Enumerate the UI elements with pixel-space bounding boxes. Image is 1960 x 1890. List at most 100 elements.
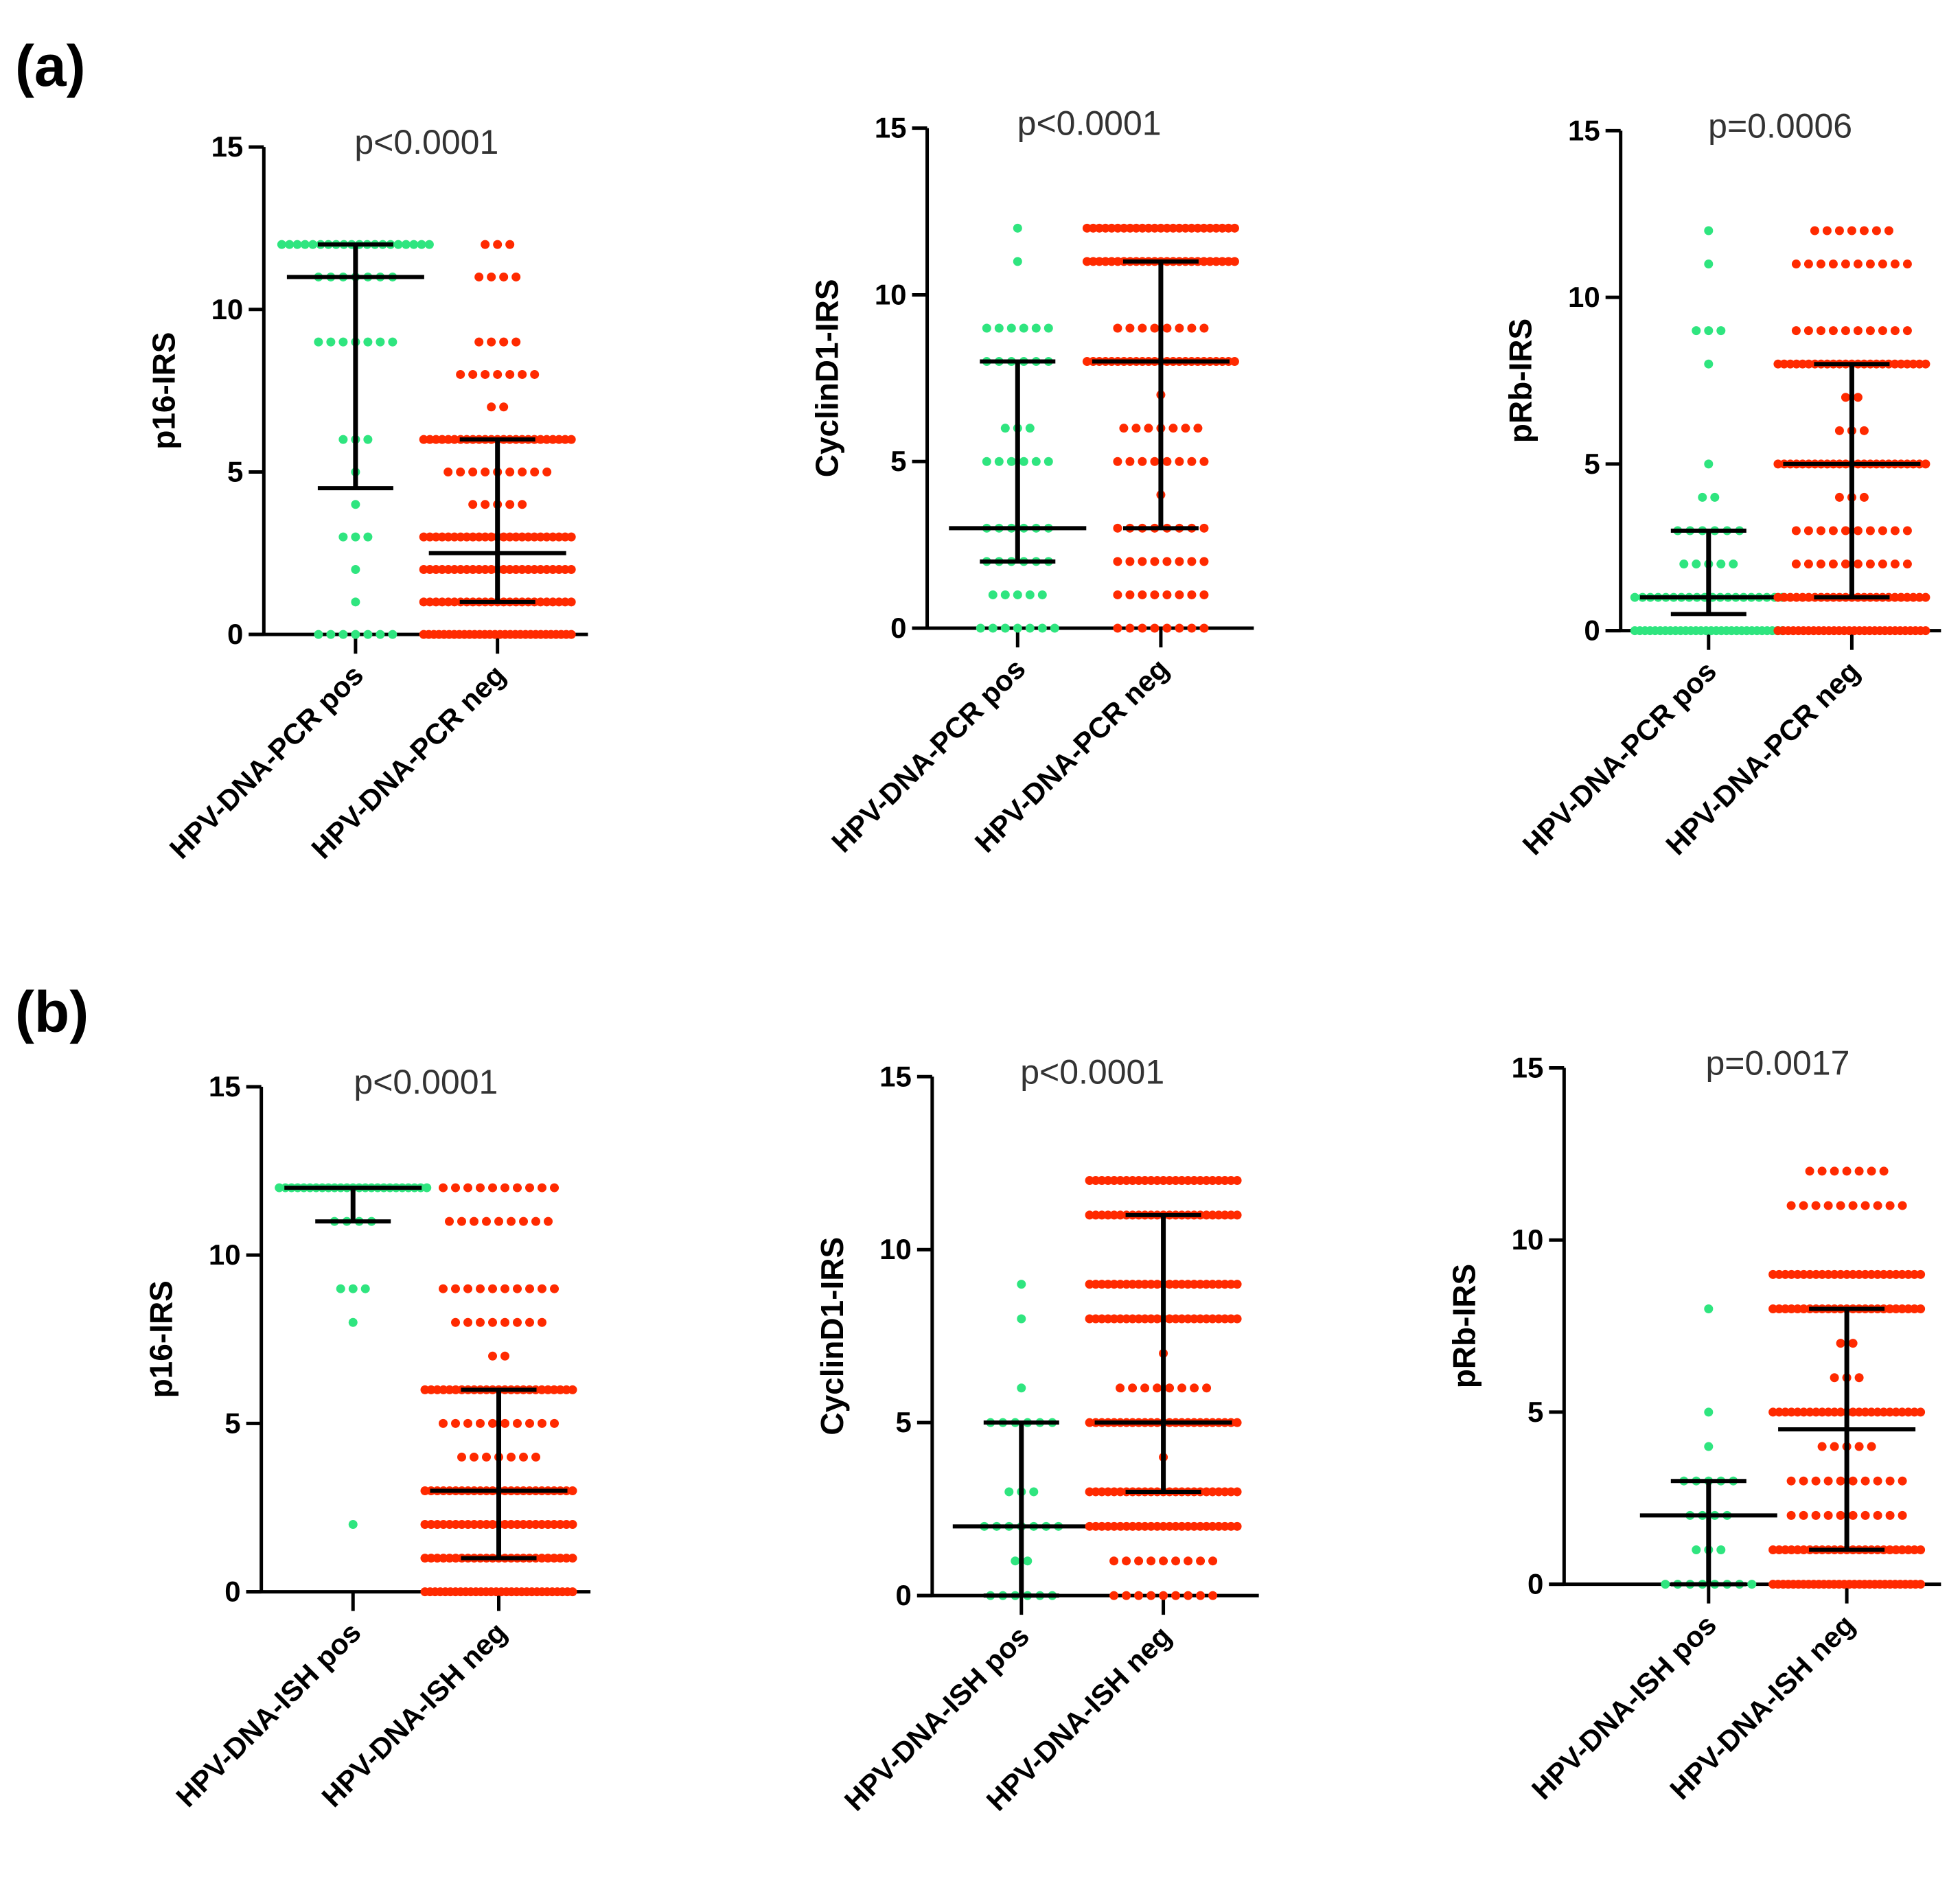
y-tick-label: 0 [890, 612, 906, 644]
data-point [1909, 592, 1918, 602]
data-point [1878, 560, 1887, 569]
data-point [1716, 1545, 1726, 1554]
data-point [1201, 1521, 1211, 1531]
data-point [351, 564, 360, 574]
data-point [1223, 223, 1233, 233]
data-point [463, 1418, 473, 1428]
data-point [1791, 560, 1801, 569]
data-point [1830, 1442, 1839, 1451]
data-point [1902, 592, 1912, 602]
data-point [1816, 326, 1825, 336]
data-point [1803, 326, 1813, 336]
p-value-label: p=0.0006 [1708, 106, 1852, 145]
data-point [1103, 1280, 1113, 1289]
data-point [422, 1183, 432, 1192]
data-point [988, 623, 998, 633]
data-point [1916, 1407, 1926, 1417]
data-point [1786, 1510, 1796, 1520]
data-point [351, 630, 360, 639]
data-point [1890, 359, 1900, 369]
data-point [1183, 1280, 1192, 1289]
data-point [1842, 1166, 1852, 1176]
data-point [462, 532, 472, 542]
data-point [1792, 1269, 1802, 1279]
data-point [554, 564, 564, 574]
data-point [1125, 457, 1135, 466]
data-point [1184, 1591, 1193, 1600]
data-point [1811, 1407, 1821, 1417]
y-tick-label: 10 [875, 278, 907, 310]
data-point [1799, 1269, 1808, 1279]
data-point [1125, 623, 1135, 633]
data-point [1902, 326, 1912, 336]
data-point [1037, 590, 1047, 599]
data-point [1208, 1280, 1217, 1289]
data-point [1113, 557, 1122, 566]
data-point [1867, 1166, 1876, 1176]
data-point [1100, 257, 1110, 266]
data-point [1836, 1269, 1845, 1279]
data-point [1804, 359, 1814, 369]
data-point [456, 532, 465, 542]
data-point [420, 1486, 430, 1495]
data-point [562, 1385, 571, 1394]
data-point [1171, 1521, 1180, 1531]
data-point [462, 564, 472, 574]
data-point [1103, 1487, 1113, 1497]
data-point [1113, 323, 1122, 333]
data-point [292, 240, 302, 249]
data-point [1921, 592, 1930, 602]
data-point [518, 564, 527, 574]
data-point [550, 1183, 560, 1192]
data-point [1836, 1201, 1845, 1210]
data-point [1085, 1418, 1094, 1427]
data-point [513, 1418, 522, 1428]
data-point [1704, 326, 1714, 336]
data-point [1220, 1280, 1230, 1289]
data-point [1810, 226, 1819, 235]
data-point [1885, 1545, 1895, 1554]
data-point [443, 435, 453, 444]
data-point [285, 240, 295, 249]
data-point [1159, 1521, 1168, 1531]
data-point [1085, 1487, 1094, 1497]
data-point [535, 564, 545, 574]
data-point [542, 597, 551, 607]
data-point [1171, 1280, 1180, 1289]
data-point [1208, 1487, 1217, 1497]
data-point [1890, 592, 1900, 602]
data-point [1156, 223, 1166, 233]
data-point [555, 1385, 565, 1394]
data-point [476, 1317, 485, 1327]
data-point [1109, 1521, 1119, 1531]
data-point [1044, 323, 1053, 333]
data-point [425, 597, 435, 607]
data-point [555, 1554, 565, 1563]
y-tick-label: 10 [879, 1233, 912, 1265]
data-point [1109, 1280, 1119, 1289]
data-point [554, 597, 564, 607]
data-point [451, 1554, 461, 1563]
data-point [468, 467, 478, 476]
data-point [531, 1217, 541, 1226]
data-point [1193, 223, 1203, 233]
data-point [1867, 1442, 1876, 1451]
data-point [1904, 1269, 1913, 1279]
data-point [1085, 1175, 1094, 1185]
data-point [1109, 1210, 1119, 1220]
data-point [468, 564, 478, 574]
data-point [482, 1452, 492, 1462]
data-point [548, 435, 557, 444]
data-point [439, 1183, 448, 1192]
data-point [1013, 223, 1022, 233]
data-point [1159, 1556, 1168, 1566]
data-point [1898, 1510, 1907, 1520]
data-point [1146, 1521, 1156, 1531]
data-point [1000, 590, 1010, 599]
data-point [1187, 457, 1197, 466]
data-point [518, 369, 527, 379]
data-point [1109, 1175, 1119, 1185]
data-point [481, 369, 490, 379]
y-axis-label: p16-IRS [143, 1280, 179, 1398]
